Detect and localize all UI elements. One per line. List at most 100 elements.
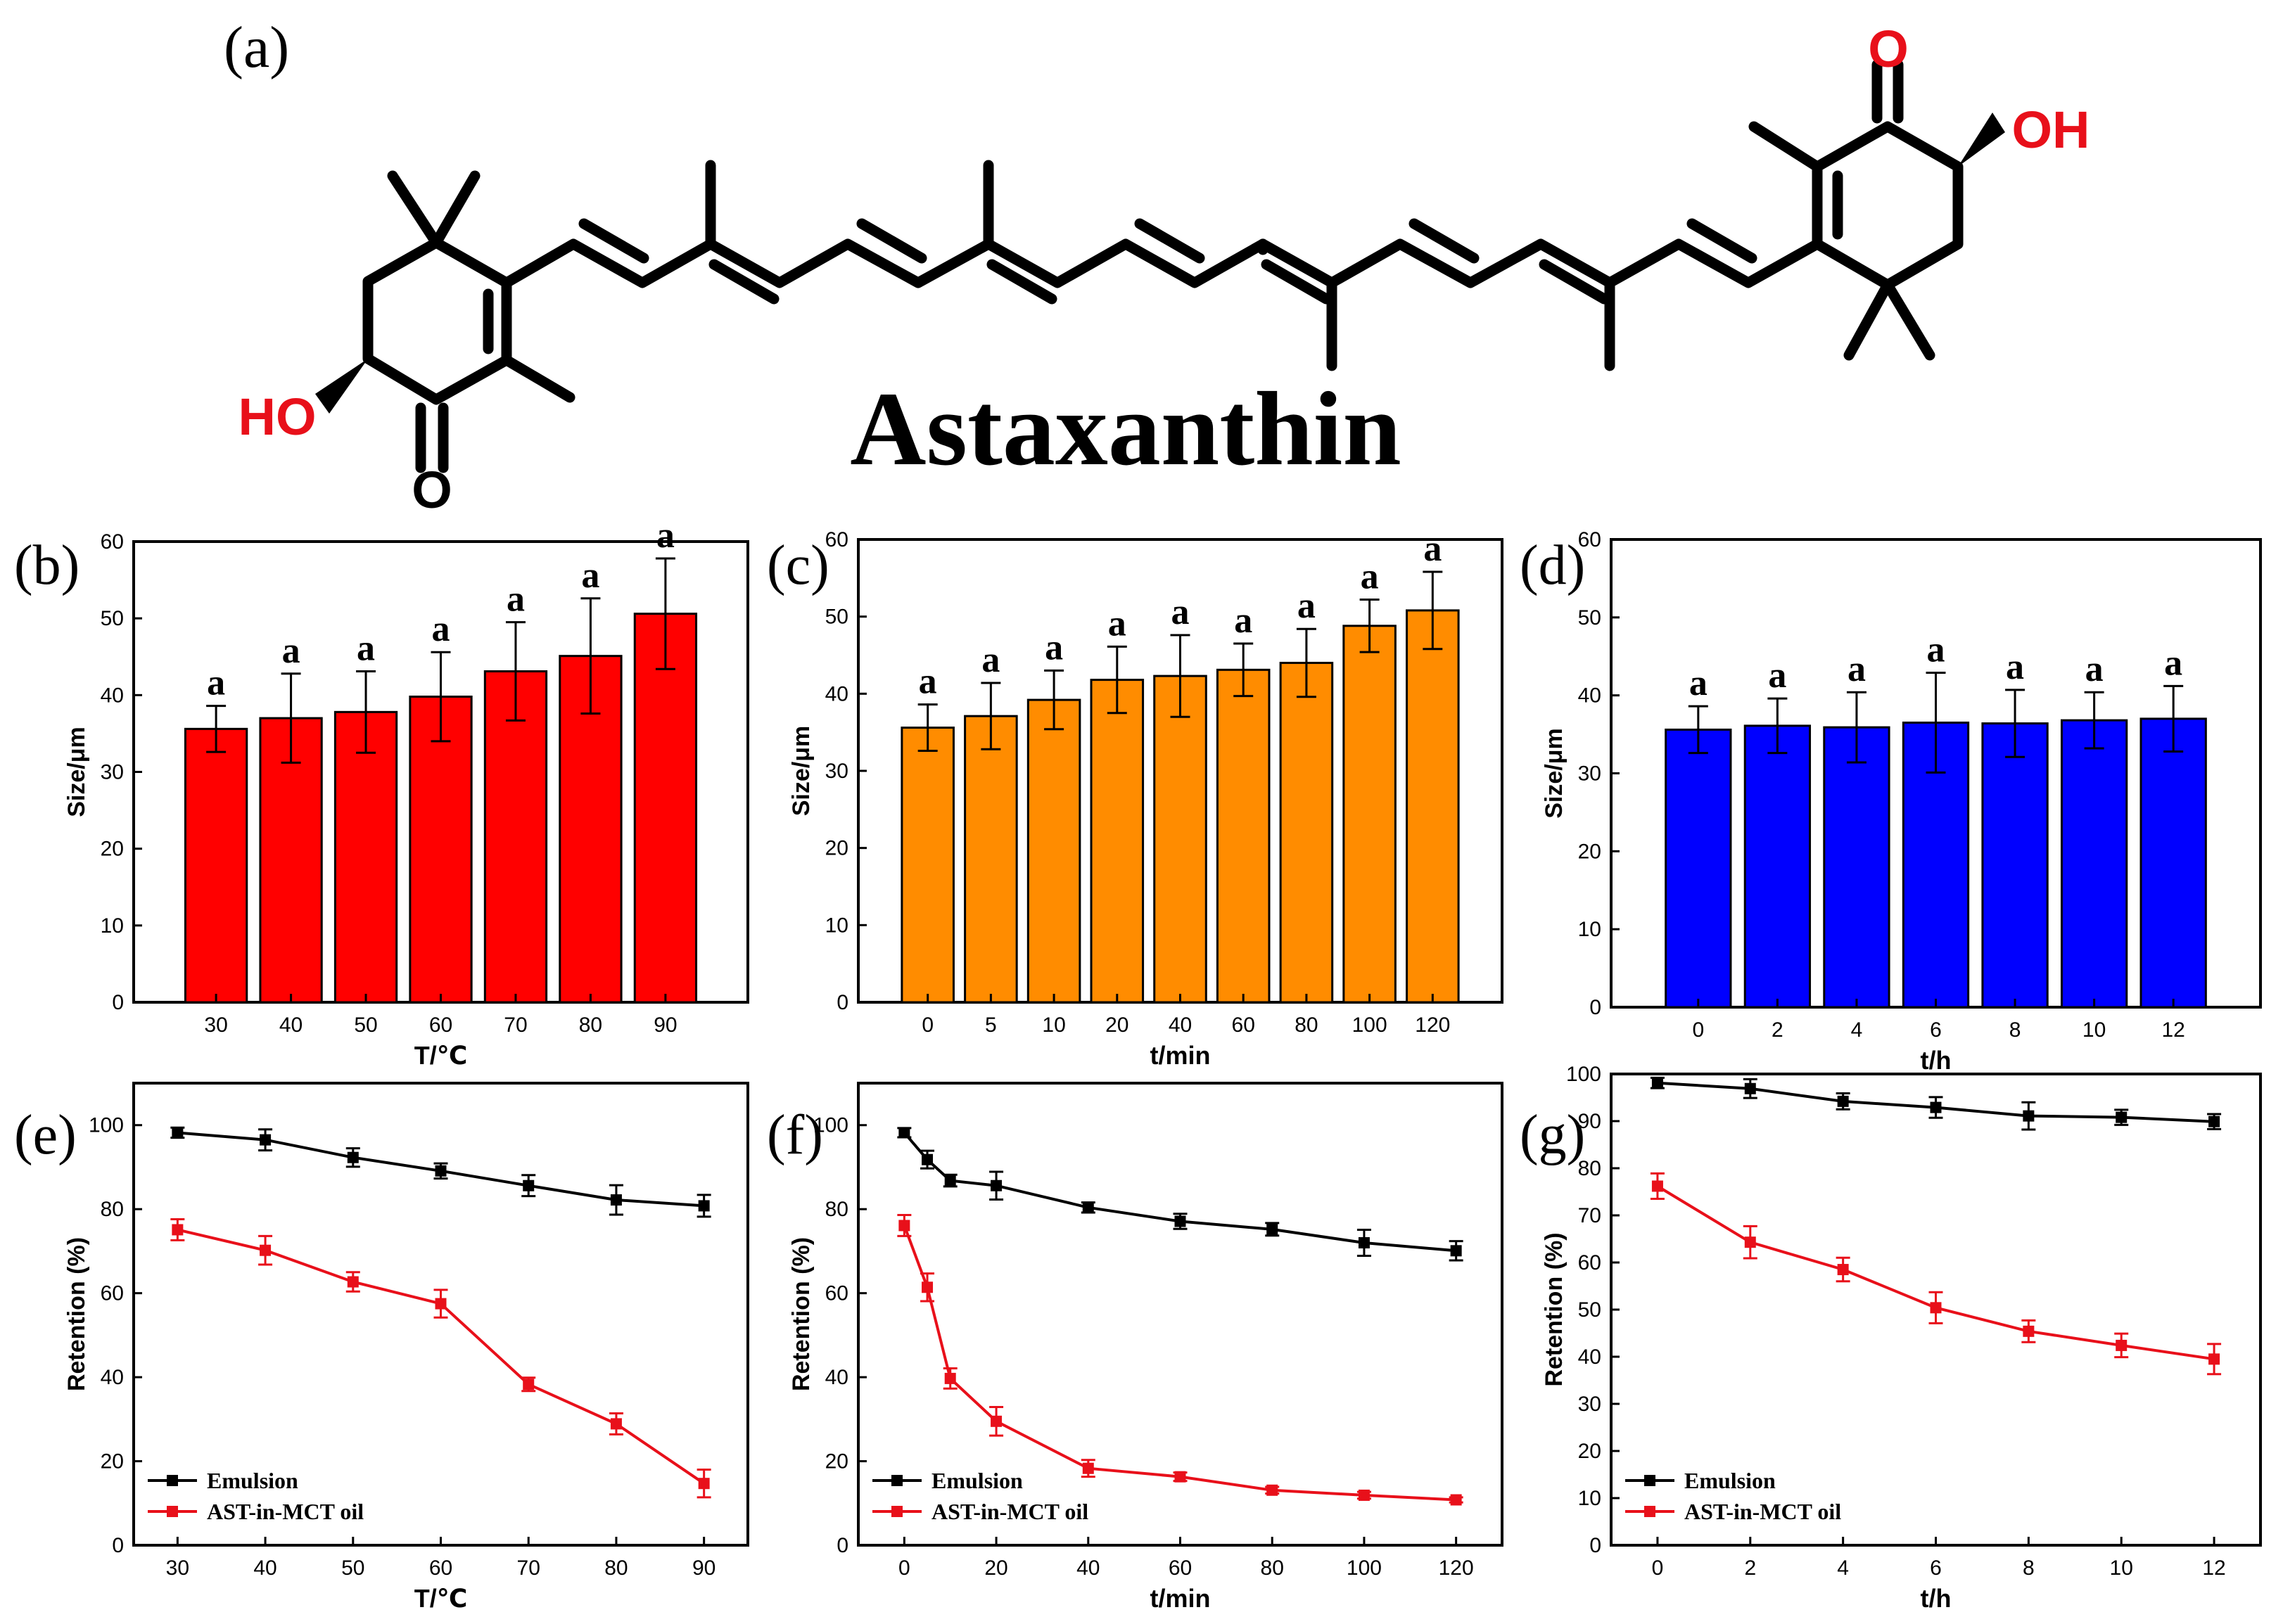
x-tick-label: 40 (1169, 1014, 1192, 1037)
y-axis-label: Size/μm (788, 726, 815, 817)
x-tick-label: 8 (2023, 1556, 2035, 1580)
data-point (1837, 1095, 1849, 1107)
bar (409, 696, 473, 1004)
y-axis-label: Retention (%) (1541, 1232, 1567, 1386)
y-tick-label: 60 (825, 528, 848, 551)
x-tick-label: 90 (654, 1014, 677, 1037)
x-tick-label: 10 (2110, 1556, 2133, 1580)
x-axis-label: t/min (1150, 1584, 1211, 1613)
y-axis-label: Retention (%) (63, 1237, 90, 1391)
x-tick-label: 40 (1076, 1556, 1100, 1580)
y-tick-label: 40 (101, 1366, 124, 1389)
panel-label-a: (a) (224, 15, 289, 80)
bar (1279, 661, 1334, 1004)
chart-f-retention-vs-time-min: (f) 0 20 40 60 80 100 Retention (%) t/min 0 20 40 60… (767, 1082, 1503, 1613)
data-point (1174, 1215, 1186, 1227)
y-tick-label: 50 (1578, 606, 1601, 629)
bar (901, 727, 955, 1004)
data-point (922, 1153, 934, 1165)
data-point (1450, 1494, 1462, 1506)
x-tick-label: 80 (579, 1014, 602, 1037)
legend-label: Emulsion (931, 1468, 1023, 1493)
y-axis-label: Retention (%) (788, 1237, 815, 1391)
y-tick-label: 40 (1578, 684, 1601, 708)
data-point (260, 1134, 272, 1146)
legend-label: AST-in-MCT oil (931, 1499, 1088, 1524)
data-point (1082, 1462, 1094, 1474)
x-axis-label: t/h (1921, 1046, 1952, 1075)
y-tick-label: 40 (825, 1366, 848, 1389)
panel-label: (e) (14, 1104, 77, 1166)
legend-label: Emulsion (207, 1468, 298, 1493)
data-point (2116, 1111, 2128, 1123)
data-point (1450, 1245, 1462, 1257)
y-tick-label: 60 (101, 530, 124, 554)
chart-b-size-vs-temperature: (b) 0 10 20 30 40 50 60 Size/μm T/℃ a 30 a 40 a 50 a 60 a 7… (14, 516, 749, 1070)
wedge-bond-right (1958, 113, 2005, 167)
x-tick-label: 80 (1261, 1556, 1284, 1580)
y-tick-label: 70 (1578, 1204, 1601, 1227)
y-tick-label: 20 (825, 1450, 848, 1473)
x-tick-label: 10 (1042, 1014, 1065, 1037)
data-point (172, 1224, 184, 1236)
bar (184, 727, 248, 1004)
data-point (1358, 1489, 1370, 1501)
x-tick-label: 20 (1105, 1014, 1128, 1037)
data-point (1358, 1236, 1370, 1248)
y-tick-label: 10 (101, 914, 124, 938)
data-point (2023, 1325, 2035, 1337)
x-tick-label: 2 (1744, 1556, 1756, 1580)
bar (1026, 698, 1081, 1004)
y-tick-label: 60 (1578, 1251, 1601, 1274)
x-tick-label: 40 (279, 1014, 303, 1037)
bar (483, 670, 548, 1004)
significance-letter: a (1361, 557, 1379, 597)
legend-marker (167, 1506, 178, 1517)
bar (1090, 679, 1145, 1004)
x-tick-label: 60 (1169, 1556, 1192, 1580)
y-tick-label: 30 (101, 761, 124, 784)
data-point (2023, 1110, 2035, 1122)
data-point (922, 1281, 934, 1293)
x-tick-label: 60 (429, 1014, 452, 1037)
significance-letter: a (1689, 663, 1708, 703)
data-point (1744, 1236, 1756, 1248)
y-tick-label: 60 (1578, 528, 1601, 551)
significance-letter: a (1297, 586, 1316, 626)
bar (333, 710, 398, 1004)
y-axis-label: Size/μm (1541, 728, 1567, 819)
panel-label: (d) (1520, 535, 1585, 596)
wedge-bond-left (315, 359, 368, 414)
significance-letter: a (507, 580, 525, 620)
data-point (1651, 1077, 1663, 1089)
data-point (898, 1127, 910, 1139)
y-tick-label: 0 (837, 991, 848, 1014)
data-point (347, 1151, 359, 1163)
significance-letter: a (581, 556, 599, 596)
data-point (2208, 1353, 2220, 1365)
y-tick-label: 40 (101, 684, 124, 707)
significance-letter: a (282, 631, 300, 671)
y-tick-label: 40 (825, 682, 848, 705)
y-tick-label: 20 (101, 838, 124, 861)
chart-e-retention-vs-temperature: (e) 0 20 40 60 80 100 Retention (%) T/℃ 30 40 50 60 7… (14, 1082, 749, 1613)
x-tick-label: 120 (1415, 1014, 1450, 1037)
chart-d-size-vs-time-h: (d) 0 10 20 30 40 50 60 Size/μm t/h a 0 a 2 a 4 a 6 a 8 a 10 a… (1520, 528, 2262, 1075)
legend-marker (891, 1506, 903, 1517)
data-point (944, 1372, 956, 1384)
x-tick-label: 40 (253, 1556, 276, 1580)
significance-letter: a (1423, 529, 1442, 569)
y-tick-label: 30 (825, 760, 848, 783)
y-tick-label: 10 (825, 914, 848, 937)
x-tick-label: 60 (429, 1556, 452, 1580)
data-point (1266, 1223, 1278, 1235)
significance-letter: a (1768, 656, 1786, 696)
legend-marker (1644, 1475, 1655, 1486)
x-tick-label: 4 (1851, 1018, 1863, 1042)
x-tick-label: 30 (166, 1556, 189, 1580)
x-tick-label: 50 (354, 1014, 377, 1037)
x-tick-label: 0 (898, 1556, 910, 1580)
panel-label: (c) (767, 535, 829, 596)
atom-label-o-left: O (412, 461, 452, 519)
